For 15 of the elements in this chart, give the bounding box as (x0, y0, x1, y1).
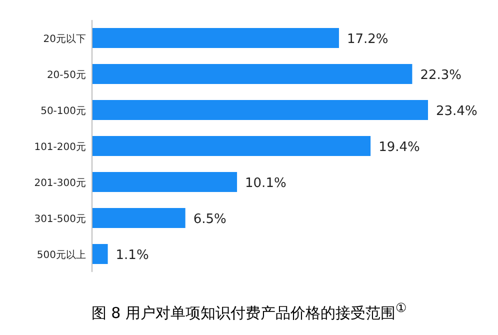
y-tick-label: 50-100元 (40, 106, 86, 117)
y-tick-label: 101-200元 (34, 142, 86, 153)
data-label: 23.4% (436, 104, 478, 119)
data-label: 17.2% (346, 32, 388, 47)
data-label: 6.5% (193, 212, 226, 227)
y-tick-label: 201-300元 (34, 178, 86, 189)
text: 图 8 用户对单项知识付费产品价格的接受范围$^{①}$ (90, 300, 408, 323)
data-label: 1.1% (116, 248, 149, 263)
data-label: 10.1% (245, 176, 286, 191)
y-tick-label: 20-50元 (46, 70, 86, 81)
y-tick-label: 20元以下 (43, 33, 86, 45)
y-tick-label: 500元以上 (36, 249, 86, 261)
data-label: 22.3% (420, 68, 462, 83)
data-label: 19.4% (378, 140, 420, 155)
y-tick-label: 301-500元 (34, 214, 86, 225)
